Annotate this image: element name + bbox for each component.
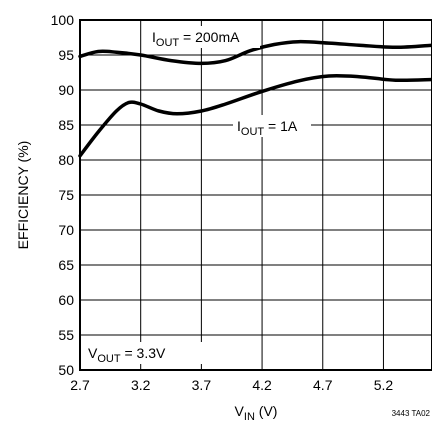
chart-tick-labels: 50 55 60 65 70 75 80 85 90 95 100 2.7 3.2 3.7 4.2 4.7 5.… [51,12,394,393]
y-tick-label: 95 [58,47,74,63]
figure-code: 3443 TA02 [392,409,431,418]
x-tick-label: 2.7 [70,377,90,393]
vout-annotation-background [84,342,202,364]
y-axis-label: EFFICIENCY (%) [15,141,31,250]
y-tick-label: 65 [58,257,74,273]
y-tick-label: 70 [58,222,74,238]
y-tick-label: 50 [58,362,74,378]
x-tick-label: 4.7 [313,377,333,393]
x-axis-label: VIN (V) [235,403,278,423]
chart-labels: IOUT = 200mA IOUT = 1A VOUT = 3.3V VIN (V) E… [15,26,431,423]
vout-annotation: VOUT = 3.3V [88,345,166,365]
y-tick-label: 80 [58,152,74,168]
series-label-iout-1a-background [233,115,311,137]
series-label-iout-1a: IOUT = 1A [237,118,298,138]
x-tick-label: 4.2 [252,377,272,393]
x-tick-label: 3.2 [131,377,151,393]
x-tick-label: 5.2 [374,377,394,393]
chart-series [78,39,432,158]
y-tick-label: 75 [58,187,74,203]
y-tick-label: 85 [58,117,74,133]
series-label-iout-200ma-background [148,26,260,48]
series-line-iout-200ma [78,39,432,66]
y-tick-label: 60 [58,292,74,308]
plot-frame [79,19,432,371]
y-tick-label: 100 [51,12,75,28]
x-tick-label: 3.7 [192,377,212,393]
y-tick-label: 55 [58,327,74,343]
y-tick-label: 90 [58,82,74,98]
series-label-iout-200ma: IOUT = 200mA [152,29,240,49]
chart-grid [79,19,432,371]
series-line-iout-1a [78,73,432,158]
